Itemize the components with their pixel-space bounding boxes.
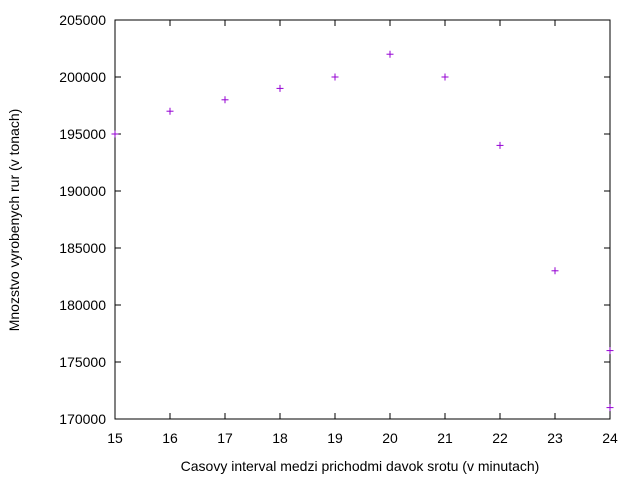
data-point	[496, 141, 504, 149]
data-point	[606, 347, 614, 355]
y-tick-label: 185000	[59, 240, 106, 256]
data-point	[551, 267, 559, 275]
y-axis-label: Mnozstvo vyrobenych rur (v tonach)	[6, 109, 22, 332]
y-tick-label: 180000	[59, 297, 106, 313]
y-tick-label: 205000	[59, 12, 106, 28]
data-point	[331, 73, 339, 81]
x-tick-label: 23	[547, 430, 563, 446]
data-point	[111, 130, 119, 138]
data-point	[386, 50, 394, 58]
y-tick-label: 195000	[59, 126, 106, 142]
y-axis-ticks: 170000 175000 180000 185000 190000 195000 2000…	[59, 12, 610, 427]
x-tick-label: 16	[162, 430, 178, 446]
data-point	[441, 73, 449, 81]
y-tick-label: 175000	[59, 354, 106, 370]
data-point	[606, 404, 614, 412]
y-tick-label: 200000	[59, 69, 106, 85]
x-tick-label: 19	[327, 430, 343, 446]
data-point	[221, 96, 229, 104]
x-axis-label: Casovy interval medzi prichodmi davok sr…	[181, 458, 540, 474]
x-tick-label: 21	[437, 430, 453, 446]
x-tick-label: 15	[107, 430, 123, 446]
y-tick-label: 170000	[59, 411, 106, 427]
plot-area	[114, 19, 611, 420]
y-tick-label: 190000	[59, 183, 106, 199]
data-point	[166, 107, 174, 115]
data-point	[276, 84, 284, 92]
x-tick-label: 18	[272, 430, 288, 446]
data-points	[111, 50, 614, 412]
x-axis-ticks: 15 16 17 18 19 20 21 22 23 24	[107, 20, 618, 446]
x-tick-label: 22	[492, 430, 508, 446]
x-tick-label: 24	[602, 430, 618, 446]
x-tick-label: 17	[217, 430, 233, 446]
x-tick-label: 20	[382, 430, 398, 446]
